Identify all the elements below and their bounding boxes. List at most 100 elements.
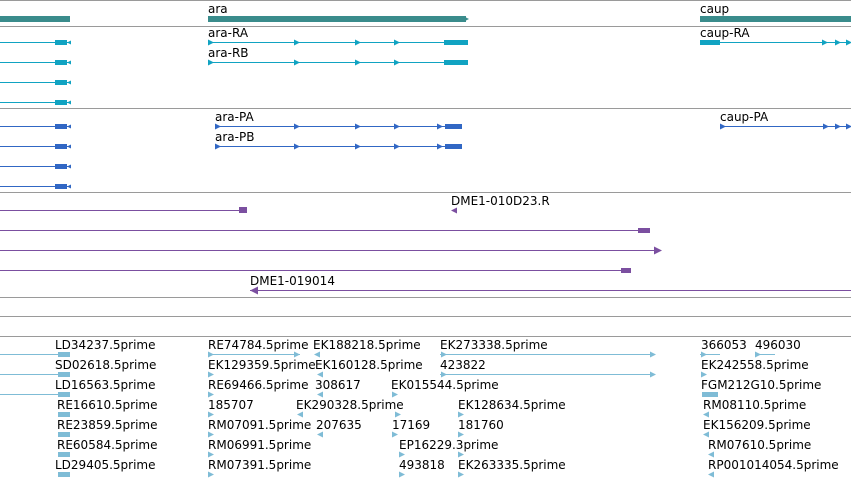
est-label[interactable]: EK273338.5prime <box>440 338 548 352</box>
strand-arrow[interactable] <box>58 352 62 357</box>
est-block[interactable] <box>58 432 70 437</box>
est-block[interactable] <box>58 452 70 457</box>
est-label[interactable]: LD29405.5prime <box>55 458 156 472</box>
est-label[interactable]: 493818 <box>399 458 445 472</box>
strand-arrow[interactable] <box>208 471 214 478</box>
strand-arrow[interactable] <box>755 351 761 358</box>
strand-arrow[interactable] <box>441 351 447 358</box>
clone-end-block[interactable] <box>239 207 247 213</box>
strand-arrow[interactable] <box>208 391 214 398</box>
strand-arrow[interactable] <box>215 143 221 150</box>
est-label[interactable]: EK263335.5prime <box>458 458 566 472</box>
strand-arrow[interactable] <box>208 411 214 418</box>
est-label[interactable]: RE16610.5prime <box>57 398 158 412</box>
est-label[interactable]: EK156209.5prime <box>703 418 811 432</box>
strand-arrow[interactable] <box>355 143 361 150</box>
strand-arrow[interactable] <box>399 471 405 478</box>
clone-end-label[interactable]: DME1-010D23.R <box>451 194 550 208</box>
exon-block[interactable] <box>445 124 462 129</box>
strand-arrow[interactable] <box>67 164 71 169</box>
strand-arrow[interactable] <box>650 351 656 358</box>
strand-arrow[interactable] <box>394 123 400 130</box>
est-block[interactable] <box>58 472 70 477</box>
exon-block[interactable] <box>55 164 67 169</box>
est-label[interactable]: RM06991.5prime <box>208 438 312 452</box>
exon-block[interactable] <box>445 144 462 149</box>
gene-glyph[interactable] <box>700 16 851 22</box>
strand-arrow[interactable] <box>392 431 398 438</box>
est-label[interactable]: EK242558.5prime <box>701 358 809 372</box>
strand-arrow[interactable] <box>208 351 214 358</box>
strand-arrow[interactable] <box>846 39 851 46</box>
exon-block[interactable] <box>55 40 67 45</box>
est-label[interactable]: RE23859.5prime <box>57 418 158 432</box>
strand-arrow[interactable] <box>701 371 707 378</box>
strand-arrow[interactable] <box>58 392 62 397</box>
transcript-label[interactable]: ara-RA <box>208 26 249 40</box>
strand-arrow[interactable] <box>835 123 841 130</box>
exon-block[interactable] <box>444 60 468 65</box>
refseq-label[interactable]: ara-PB <box>215 130 255 144</box>
strand-arrow[interactable] <box>294 39 300 46</box>
strand-arrow[interactable] <box>355 123 361 130</box>
strand-arrow[interactable] <box>650 371 656 378</box>
est-label[interactable]: RE69466.5prime <box>208 378 309 392</box>
strand-arrow[interactable] <box>58 452 62 457</box>
est-label[interactable]: 185707 <box>208 398 254 412</box>
strand-arrow[interactable] <box>314 351 320 358</box>
est-label[interactable]: 308617 <box>315 378 361 392</box>
strand-arrow[interactable] <box>58 372 62 377</box>
strand-arrow[interactable] <box>458 451 464 458</box>
gene-label-caup[interactable]: caup <box>700 2 730 16</box>
refseq-label[interactable]: ara-PA <box>215 110 254 124</box>
exon-block[interactable] <box>55 184 67 189</box>
strand-arrow[interactable] <box>451 207 457 214</box>
gene-arrow[interactable] <box>463 16 469 22</box>
strand-arrow[interactable] <box>317 371 323 378</box>
est-label[interactable]: 366053 <box>701 338 747 352</box>
est-label[interactable]: RE60584.5prime <box>57 438 158 452</box>
est-label[interactable]: EK129359.5prime <box>208 358 316 372</box>
strand-arrow[interactable] <box>720 123 726 130</box>
strand-arrow[interactable] <box>208 451 214 458</box>
strand-arrow[interactable] <box>823 123 829 130</box>
strand-arrow[interactable] <box>394 39 400 46</box>
strand-arrow[interactable] <box>458 411 464 418</box>
strand-arrow[interactable] <box>67 184 71 189</box>
strand-arrow[interactable] <box>67 124 71 129</box>
est-label[interactable]: EK128634.5prime <box>458 398 566 412</box>
exon-block[interactable] <box>55 124 67 129</box>
est-label[interactable]: RM08110.5prime <box>703 398 807 412</box>
est-label[interactable]: SD02618.5prime <box>55 358 157 372</box>
est-label[interactable]: EK188218.5prime <box>313 338 421 352</box>
est-label[interactable]: 181760 <box>458 418 504 432</box>
strand-arrow[interactable] <box>708 451 714 458</box>
exon-block[interactable] <box>700 40 720 45</box>
strand-arrow[interactable] <box>208 431 214 438</box>
clone-end-label[interactable]: DME1-019014 <box>250 274 335 288</box>
exon-block[interactable] <box>55 60 67 65</box>
strand-arrow[interactable] <box>294 59 300 66</box>
strand-arrow[interactable] <box>355 39 361 46</box>
clone-end-block[interactable] <box>638 228 650 233</box>
exon-block[interactable] <box>55 144 67 149</box>
strand-arrow[interactable] <box>654 246 662 255</box>
strand-arrow[interactable] <box>703 411 709 418</box>
strand-arrow[interactable] <box>58 412 62 417</box>
strand-arrow[interactable] <box>208 39 214 46</box>
est-block[interactable] <box>702 392 718 397</box>
strand-arrow[interactable] <box>394 59 400 66</box>
est-label[interactable]: EK015544.5prime <box>391 378 499 392</box>
strand-arrow[interactable] <box>297 411 303 418</box>
gene-glyph[interactable] <box>0 16 70 22</box>
exon-block[interactable] <box>55 100 67 105</box>
est-label[interactable]: 207635 <box>316 418 362 432</box>
refseq-label[interactable]: caup-PA <box>720 110 769 124</box>
est-label[interactable]: RM07391.5prime <box>208 458 312 472</box>
strand-arrow[interactable] <box>392 391 398 398</box>
strand-arrow[interactable] <box>67 100 71 105</box>
strand-arrow[interactable] <box>67 80 71 85</box>
strand-arrow[interactable] <box>708 471 714 478</box>
strand-arrow[interactable] <box>703 431 709 438</box>
clone-end-block[interactable] <box>621 268 631 273</box>
